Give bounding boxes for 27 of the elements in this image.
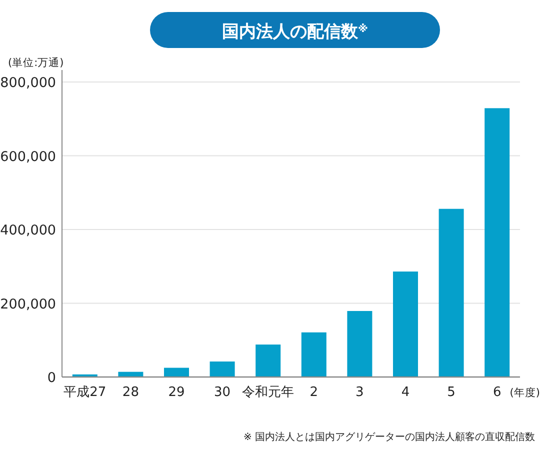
x-tick-label: 令和元年 [242, 385, 294, 400]
bar [164, 368, 189, 377]
y-tick-label: 400,000 [0, 222, 56, 238]
x-tick-label: 平成27 [64, 385, 106, 400]
x-tick-label: 28 [122, 385, 139, 400]
x-tick-label: 3 [356, 385, 364, 400]
text: ※ 国内法人とは国内アグリゲーターの国内法人顧客の直収配信数 [243, 431, 535, 443]
y-axis-title: (単位:万通) [8, 56, 64, 69]
x-tick-label: 2 [310, 385, 318, 400]
chart-title: 国内法人の配信数$^{※}$ [222, 22, 368, 42]
y-tick-label: 200,000 [0, 296, 56, 312]
x-tick-label: 5 [447, 385, 456, 400]
bar [347, 310, 372, 377]
x-tick-label: 4 [401, 385, 410, 400]
y-tick-label: 600,000 [0, 148, 56, 165]
x-tick-label: 29 [168, 385, 185, 400]
bar [210, 362, 235, 377]
bar [484, 108, 510, 377]
y-tick-label: 800,000 [0, 75, 56, 91]
x-axis-title: (年度) [510, 386, 540, 399]
bar [256, 344, 281, 377]
bar [301, 332, 326, 377]
x-tick-label: 30 [214, 385, 231, 400]
y-tick-label: 0 [47, 370, 56, 386]
bar [393, 272, 418, 377]
bar [438, 208, 464, 377]
x-tick-label: 6 [492, 385, 502, 400]
